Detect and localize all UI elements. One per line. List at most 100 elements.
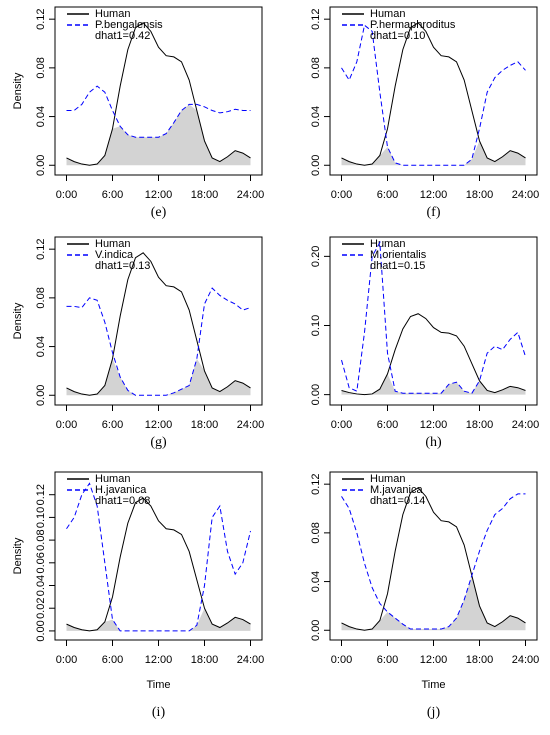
x-tick-label: 6:00 [102, 654, 123, 666]
y-tick-label: 0.04 [35, 336, 47, 357]
legend-label: P.bengalensis [95, 19, 163, 31]
x-tick-label: 24:00 [237, 189, 265, 201]
y-tick-label: 0.20 [310, 246, 322, 267]
y-tick-label: 0.04 [310, 106, 322, 127]
panel-caption: (j) [427, 705, 441, 720]
panel: 0:00 6:00 12:00 18:00 24:00 0.00 0.04 0.08 0.12 H… [12, 6, 265, 220]
x-tick-label: 18:00 [466, 189, 494, 201]
y-tick-label: 0.08 [310, 57, 322, 78]
legend-label: M.javanica [370, 484, 423, 496]
x-tick-label: 12:00 [145, 189, 173, 201]
y-axis-label: Density [12, 537, 24, 574]
x-axis-label: Time [421, 679, 445, 691]
overlap-area [66, 104, 251, 166]
panel: 0:00 6:00 12:00 18:00 24:00 0.00 0.04 0.08 0.12 H… [12, 236, 265, 450]
legend-label: P.hermaphroditus [370, 19, 456, 31]
legend-label: M.orientalis [370, 249, 427, 261]
series-line [66, 85, 251, 138]
overlap-area [66, 608, 251, 631]
x-tick-label: 0:00 [56, 654, 77, 666]
legend-label: Human [370, 473, 405, 485]
series-line [341, 240, 526, 394]
legend-label: V.indica [95, 249, 134, 261]
series-line [341, 493, 526, 630]
x-tick-label: 0:00 [331, 189, 352, 201]
annotation: dhat1=0.10 [370, 30, 425, 42]
x-tick-label: 12:00 [420, 654, 448, 666]
y-tick-label: 0.08 [35, 57, 47, 78]
x-tick-label: 24:00 [237, 419, 265, 431]
x-tick-label: 18:00 [191, 189, 219, 201]
series-line [66, 252, 251, 396]
x-tick-label: 6:00 [377, 419, 398, 431]
series-line [66, 22, 251, 166]
y-tick-label: 0.00 [310, 384, 322, 405]
panel: 0:00 6:00 12:00 18:00 24:00 0.000.02 0.04 0.06 0… [12, 471, 265, 720]
x-tick-label: 18:00 [191, 419, 219, 431]
y-tick-label: 0.04 [35, 106, 47, 127]
plot-frame [54, 236, 263, 406]
overlap-area [341, 575, 526, 631]
overlap-area [341, 373, 526, 395]
plot-frame [329, 471, 538, 641]
x-axis-label: Time [146, 679, 170, 691]
x-tick-label: 0:00 [331, 419, 352, 431]
y-tick-label: 0.12 [35, 238, 47, 259]
y-tick-label: 0.00 [310, 620, 322, 641]
x-tick-label: 18:00 [466, 654, 494, 666]
x-tick-label: 12:00 [145, 419, 173, 431]
plot-frame [54, 471, 263, 641]
legend-label: Human [370, 238, 405, 250]
x-tick-label: 24:00 [512, 189, 540, 201]
panel: 0:00 6:00 12:00 18:00 24:00 0.00 0.04 0.08 0.12 H… [310, 6, 540, 220]
x-tick-label: 0:00 [56, 419, 77, 431]
y-tick-label: 0.12 [35, 484, 47, 505]
series-line [341, 487, 526, 631]
y-tick-label: 0.08 [35, 529, 47, 550]
panel-caption: (h) [425, 435, 442, 450]
annotation: dhat1=0.42 [95, 30, 150, 42]
panel-caption: (e) [151, 205, 167, 220]
legend-label: H.javanica [95, 484, 147, 496]
x-tick-label: 0:00 [331, 654, 352, 666]
legend-label: Human [95, 238, 130, 250]
series-line [341, 22, 526, 166]
x-tick-label: 12:00 [420, 419, 448, 431]
x-tick-label: 12:00 [420, 189, 448, 201]
y-tick-label: 0.00 [35, 155, 47, 176]
legend-label: Human [95, 473, 130, 485]
x-tick-label: 12:00 [145, 654, 173, 666]
overlap-area [341, 140, 526, 166]
x-tick-label: 6:00 [102, 419, 123, 431]
y-axis-label: Density [12, 302, 24, 339]
y-tick-label: 0.00 [310, 155, 322, 176]
panel: 0:00 6:00 12:00 18:00 24:00 0.00 0.04 0.08 0.12 H… [310, 471, 540, 720]
x-tick-label: 18:00 [466, 419, 494, 431]
y-tick-label: 0.04 [310, 571, 322, 592]
annotation: dhat1=0.14 [370, 495, 425, 507]
y-tick-label: 0.02 [35, 598, 47, 619]
series-line [66, 287, 251, 396]
x-tick-label: 0:00 [56, 189, 77, 201]
y-tick-label: 0.12 [310, 8, 322, 29]
legend-label: Human [95, 8, 130, 20]
x-tick-label: 24:00 [512, 654, 540, 666]
y-tick-label: 0.12 [310, 473, 322, 494]
y-tick-label: 0.00 [35, 385, 47, 406]
y-tick-label: 0.08 [35, 287, 47, 308]
legend-label: Human [370, 8, 405, 20]
y-tick-label: 0.10 [35, 507, 47, 528]
x-tick-label: 24:00 [237, 654, 265, 666]
x-tick-label: 6:00 [102, 189, 123, 201]
series-line [341, 313, 526, 396]
x-tick-label: 6:00 [377, 189, 398, 201]
overlap-area [66, 358, 251, 396]
y-tick-label: 0.00 [35, 620, 47, 641]
panel-caption: (g) [150, 435, 167, 450]
plot-frame [329, 236, 538, 406]
series-line [66, 497, 251, 632]
y-tick-label: 0.04 [35, 575, 47, 596]
panel-caption: (i) [152, 705, 166, 720]
x-tick-label: 6:00 [377, 654, 398, 666]
